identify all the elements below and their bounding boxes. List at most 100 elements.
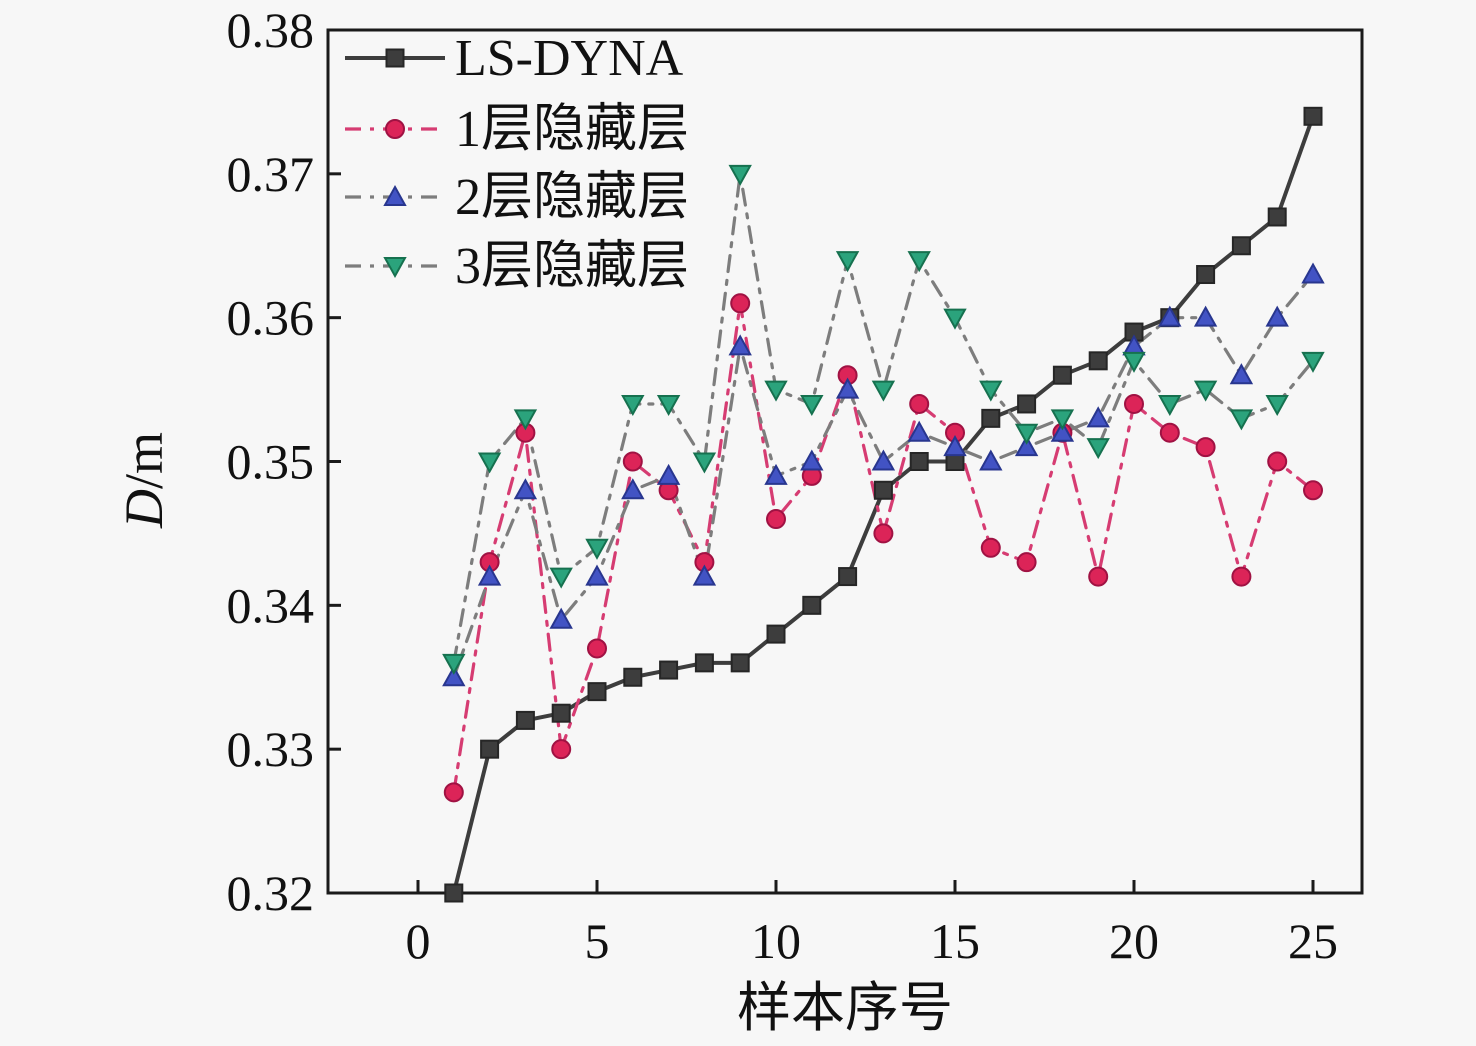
marker-triangle-down-hidden-3 [907,251,931,273]
marker-square-ls-dyna [1303,106,1323,126]
marker-square-ls-dyna [444,883,464,903]
marker-square-ls-dyna [802,595,822,615]
marker-triangle-up-hidden-2 [728,334,752,356]
marker-triangle-up-hidden-2 [835,377,860,399]
marker-triangle-down-hidden-3 [442,653,466,675]
marker-triangle-down-hidden-3 [979,380,1003,402]
marker-circle-hidden-1 [443,782,464,803]
marker-triangle-up-hidden-2 [1193,305,1218,327]
x-axis-title: 样本序号 [737,978,953,1038]
x-axis-tick-label: 20 [1109,913,1159,969]
marker-triangle-down-hidden-3 [585,538,609,560]
y-axis-tick-label: 0.38 [227,2,315,58]
x-axis-tick-label: 5 [585,913,610,969]
marker-square-ls-dyna [1052,365,1072,385]
legend-label-hidden-2: 2层隐藏层 [455,169,689,226]
marker-circle-hidden-1 [766,509,786,530]
marker-triangle-down-hidden-3 [764,380,788,402]
marker-triangle-down-hidden-3 [1014,423,1039,445]
marker-square-ls-dyna [1017,394,1037,414]
legend-label-ls-dyna: LS-DYNA [455,30,684,87]
marker-square-ls-dyna [694,653,714,673]
marker-triangle-up-hidden-2 [549,607,573,629]
marker-triangle-up-hidden-2 [383,184,407,206]
marker-circle-hidden-1 [1195,437,1216,458]
y-axis-tick-label: 0.34 [227,577,315,633]
marker-square-ls-dyna [659,660,679,680]
marker-triangle-up-hidden-2 [1050,420,1075,442]
series-line-hidden-2 [452,272,1315,679]
marker-triangle-up-hidden-2 [513,478,538,500]
marker-triangle-up-hidden-2 [1265,305,1289,327]
marker-square-ls-dyna [981,408,1001,428]
series-line-hidden-1 [452,301,1315,794]
marker-triangle-down-hidden-3 [800,394,824,417]
marker-triangle-up-hidden-2 [1014,435,1039,457]
marker-circle-hidden-1 [980,537,1001,558]
marker-circle-hidden-1 [587,638,607,659]
marker-circle-hidden-1 [1231,566,1252,587]
marker-square-ls-dyna [515,710,535,730]
marker-square-ls-dyna [873,480,893,500]
marker-square-ls-dyna [1267,207,1287,227]
marker-circle-hidden-1 [1124,393,1144,414]
marker-circle-hidden-1 [551,739,572,760]
y-axis-title: D/m [114,432,174,529]
marker-triangle-up-hidden-2 [907,420,931,442]
marker-triangle-down-hidden-3 [943,308,967,330]
marker-triangle-up-hidden-2 [442,665,466,687]
marker-triangle-down-hidden-3 [692,452,717,474]
marker-triangle-down-hidden-3 [871,380,896,402]
marker-triangle-up-hidden-2 [1086,406,1110,428]
marker-triangle-down-hidden-3 [1050,409,1075,431]
marker-square-ls-dyna [1231,236,1251,256]
marker-square-ls-dyna [551,703,571,723]
marker-square-ls-dyna [623,667,643,687]
marker-triangle-down-hidden-3 [1301,351,1325,373]
marker-triangle-up-hidden-2 [800,449,824,471]
x-axis-tick-label: 0 [406,913,431,969]
marker-triangle-down-hidden-3 [728,164,752,186]
y-axis-tick-label: 0.32 [227,865,315,921]
marker-triangle-down-hidden-3 [1229,409,1254,431]
y-axis-title-symbol: D [114,489,174,529]
marker-triangle-down-hidden-3 [1265,394,1289,417]
marker-square-ls-dyna [1088,351,1108,371]
marker-triangle-down-hidden-3 [1158,394,1182,417]
x-axis-tick-label: 25 [1288,913,1338,969]
marker-triangle-down-hidden-3 [513,409,538,431]
marker-circle-hidden-1 [1159,422,1180,443]
marker-square-ls-dyna [1196,265,1216,285]
marker-triangle-down-hidden-3 [656,394,681,417]
marker-triangle-up-hidden-2 [943,435,967,457]
marker-triangle-up-hidden-2 [1158,305,1182,327]
marker-triangle-down-hidden-3 [549,567,573,589]
marker-triangle-down-hidden-3 [477,452,502,474]
marker-square-ls-dyna [480,739,500,759]
marker-circle-hidden-1 [873,523,894,544]
marker-triangle-up-hidden-2 [692,564,717,586]
marker-square-ls-dyna [385,48,405,68]
series-line-ls-dyna [451,114,1315,895]
marker-triangle-down-hidden-3 [1193,380,1218,402]
y-axis-tick-label: 0.35 [227,434,315,490]
marker-square-ls-dyna [766,624,786,644]
marker-circle-hidden-1 [909,393,930,414]
marker-triangle-down-hidden-3 [383,257,407,279]
marker-triangle-up-hidden-2 [764,463,788,485]
x-axis-tick-label: 10 [751,913,801,969]
marker-triangle-up-hidden-2 [621,478,645,500]
marker-triangle-up-hidden-2 [477,564,502,586]
y-axis-tick-label: 0.33 [227,721,315,777]
marker-square-ls-dyna [838,567,858,587]
marker-triangle-up-hidden-2 [1229,363,1254,385]
marker-triangle-down-hidden-3 [621,394,645,417]
y-axis-title-unit: /m [114,432,174,489]
marker-triangle-up-hidden-2 [585,564,609,586]
marker-circle-hidden-1 [1303,480,1323,501]
marker-circle-hidden-1 [730,293,751,314]
marker-triangle-up-hidden-2 [656,463,681,485]
y-axis-tick-label: 0.37 [227,146,315,202]
